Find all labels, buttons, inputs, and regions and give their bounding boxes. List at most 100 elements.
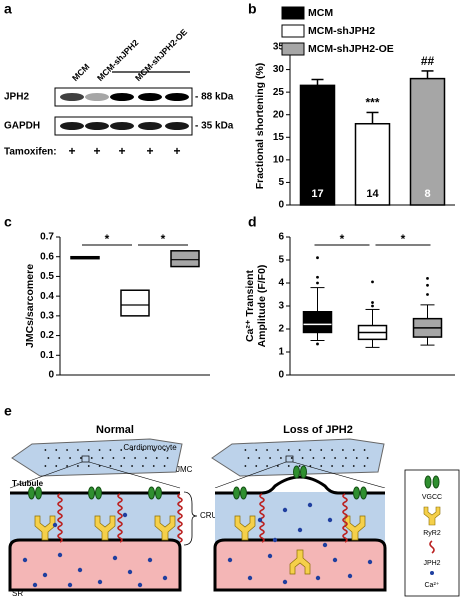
calcium [267,553,273,559]
size-label: - 88 kDa [195,92,234,103]
outlier [316,256,319,260]
legend-label: MCM [308,7,333,19]
jmc-dot [247,457,250,459]
y-tick-label: 15 [273,132,285,143]
band [165,122,189,130]
calcium [32,582,38,588]
n-label: 8 [424,188,430,200]
jmc-dot [345,457,347,459]
ryr2 [289,549,311,575]
calcium [282,579,288,585]
jmc-dot [301,457,304,459]
y-tick-label: 0.4 [40,291,54,302]
jmc-dot [277,465,279,467]
vgcc [88,486,95,500]
y-tick-label: 2 [278,324,284,335]
bar [354,122,391,206]
vgcc [35,486,42,500]
vgcc-icon [432,475,440,489]
calcium [307,502,313,508]
jmc-dot [155,457,158,459]
panel-label: b [248,1,257,17]
treatment-mark: + [68,144,75,158]
outlier [371,304,374,308]
jmc-dot [44,465,47,467]
panel-label: a [4,1,12,17]
jmc-dot [269,457,271,459]
jmc-dot [309,449,312,451]
calcium [127,569,133,575]
calcium [347,573,353,579]
jmc-dot [163,449,166,451]
jmc-dot [58,457,61,459]
box [170,250,200,268]
bar [299,84,336,206]
y-tick-label: 0.5 [40,271,54,282]
label: CRU [200,511,218,520]
treatment-mark: + [173,144,180,158]
calcium [57,552,63,558]
calcium [272,537,278,543]
jmc-dot [342,465,344,467]
vgcc [353,486,360,500]
jmc-dot [244,449,247,451]
jmc-dot [134,457,136,459]
y-tick-label: 10 [273,154,285,165]
jmc-dot [363,449,366,451]
calcium [52,522,58,528]
zoom-line [88,461,181,489]
jmc-dot [363,465,366,467]
calcium [367,559,373,565]
jmc-dot [55,449,58,451]
significance-label: * [105,232,110,246]
band [60,122,84,130]
significance-label: * [340,232,345,246]
treatment-mark: + [118,144,125,158]
panel-label: e [4,403,12,419]
zoom-line [9,461,83,489]
calcium [227,557,233,563]
y-tick-label: 4 [278,278,284,289]
box [120,289,150,317]
vgcc [360,486,367,500]
outlier [426,283,429,287]
ca-icon [430,571,434,575]
jmc-dot [342,449,344,451]
ryr2 [344,515,366,541]
label: SR [12,589,23,598]
outlier [316,342,319,346]
jmc-dot [142,465,144,467]
label: JMC [176,465,193,474]
calcium [332,557,338,563]
outlier [426,293,429,296]
band [60,93,84,101]
calcium [147,557,153,563]
y-axis-label: JMCs/sarcomere [24,264,36,348]
outlier [371,301,374,304]
row-label: GAPDH [4,121,40,132]
legend-swatch [281,6,305,20]
diagram-title: Normal [96,424,134,436]
legend-label: JPH2 [423,560,440,567]
jph2 [342,493,348,543]
treatment-label: Tamoxifen: [4,147,57,158]
diagram: e Normal Loss of JPH2 Cardiomyocyte JMC … [4,403,460,598]
jmc-dot [77,465,79,467]
band [138,93,162,101]
box [302,311,333,334]
bar [409,77,446,206]
jmc-dot [331,449,333,451]
treatment-mark: + [146,144,153,158]
y-tick-label: 6 [278,232,284,243]
annotation: *** [365,96,379,110]
zoom-box [81,455,90,463]
y-tick-label: 35 [273,42,285,53]
jmc-dot [352,465,355,467]
diagram-title: Loss of JPH2 [283,424,353,436]
calcium [77,567,83,573]
lane-label: MCM-shJPH2-OE [133,27,189,83]
outlier [316,281,319,285]
calcium [322,542,328,548]
jmc-dot [98,465,101,467]
y-tick-label: 0 [278,200,284,211]
